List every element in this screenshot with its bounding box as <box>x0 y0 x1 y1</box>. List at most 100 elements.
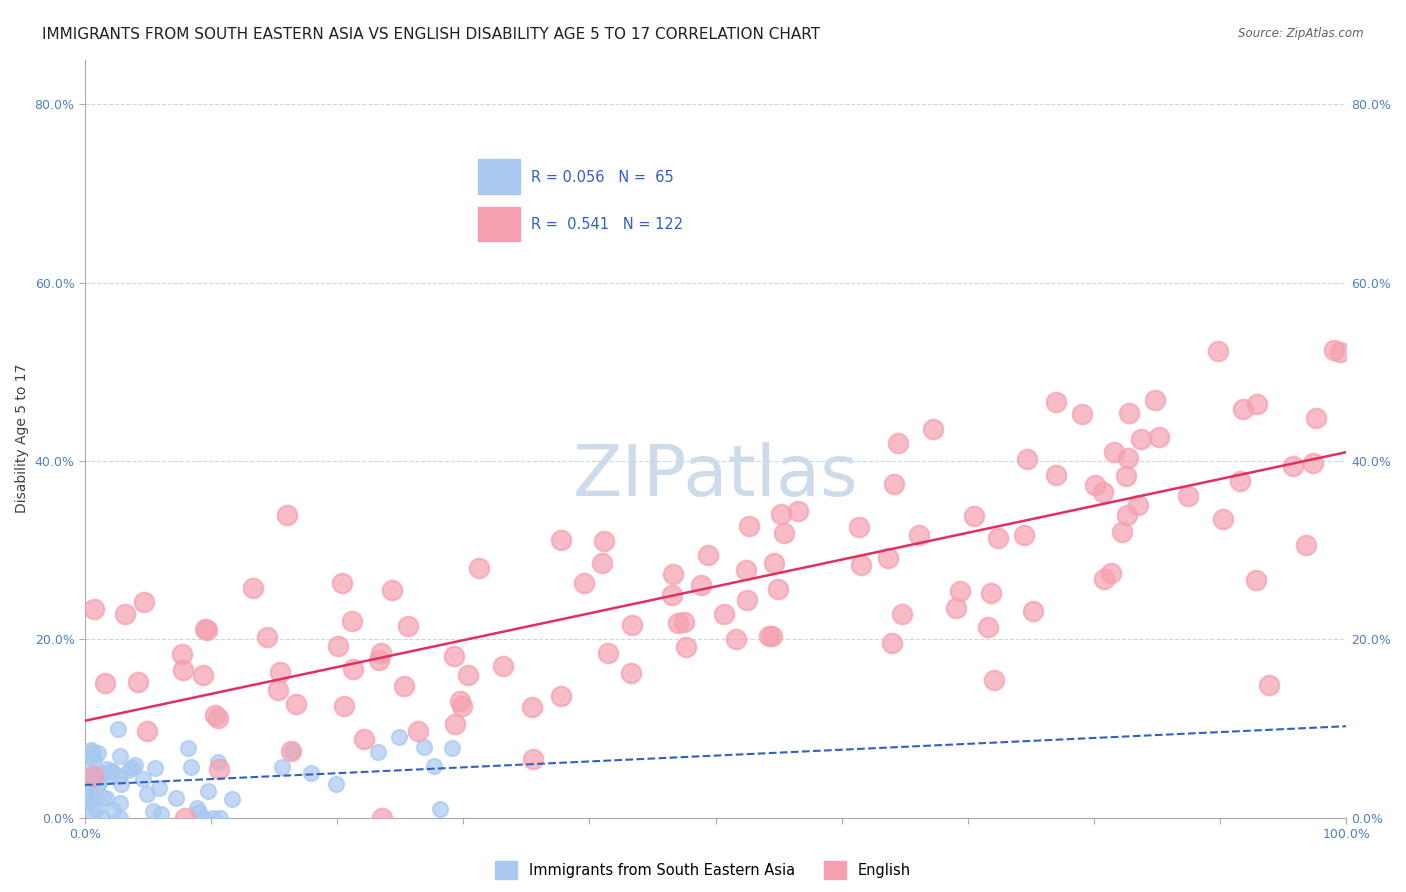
Point <box>75 784 97 798</box>
Point <box>242 581 264 595</box>
Point <box>449 694 471 708</box>
Point <box>987 532 1010 546</box>
Point <box>887 435 910 450</box>
Point <box>173 811 195 825</box>
Point <box>87 747 110 761</box>
Point <box>429 802 451 816</box>
Point <box>76 795 98 809</box>
Point <box>713 607 735 622</box>
Point <box>907 528 929 542</box>
Point <box>1246 573 1268 587</box>
Point <box>392 680 415 694</box>
Point <box>208 811 231 825</box>
Point <box>101 803 124 817</box>
Point <box>281 744 304 758</box>
Point <box>180 760 202 774</box>
Point <box>76 763 98 777</box>
Point <box>124 757 146 772</box>
Point <box>367 746 389 760</box>
Point <box>267 683 290 698</box>
Point <box>195 624 218 638</box>
Point <box>132 772 155 787</box>
Point <box>285 697 308 711</box>
Point <box>370 646 392 660</box>
Point <box>108 748 131 763</box>
Point <box>963 508 986 523</box>
Point <box>269 665 291 679</box>
Point <box>1099 566 1122 581</box>
Point <box>766 582 789 597</box>
Point <box>891 607 914 622</box>
Point <box>82 745 104 759</box>
Point <box>75 779 97 793</box>
Point <box>1143 392 1166 407</box>
Point <box>79 790 101 805</box>
Point <box>353 731 375 746</box>
Point <box>457 668 479 682</box>
Point <box>208 762 231 776</box>
Point <box>91 766 114 780</box>
Point <box>725 632 748 647</box>
Point <box>666 615 689 630</box>
Point <box>80 750 103 764</box>
Point <box>114 607 136 621</box>
Point <box>662 566 685 581</box>
Point <box>440 741 463 756</box>
Point <box>108 769 131 783</box>
Point <box>949 583 972 598</box>
Point <box>150 807 173 822</box>
Point <box>591 556 613 570</box>
Point <box>1111 525 1133 540</box>
Point <box>773 526 796 541</box>
Point <box>84 802 107 816</box>
Point <box>127 675 149 690</box>
Point <box>1147 430 1170 444</box>
Point <box>1012 528 1035 542</box>
Point <box>1246 397 1268 411</box>
Point <box>325 777 347 791</box>
Point <box>117 763 139 777</box>
Point <box>186 801 208 815</box>
Point <box>423 758 446 772</box>
Point <box>661 588 683 602</box>
Point <box>980 585 1002 599</box>
Text: ZIPatlas: ZIPatlas <box>572 442 859 511</box>
Point <box>79 771 101 785</box>
Point <box>1130 433 1153 447</box>
Point <box>256 630 278 644</box>
Point <box>621 618 644 632</box>
Point <box>1208 343 1230 358</box>
Point <box>1104 444 1126 458</box>
Point <box>522 751 544 765</box>
Point <box>82 805 104 819</box>
Point <box>1115 468 1137 483</box>
Point <box>110 796 132 810</box>
Point <box>738 519 761 533</box>
Point <box>1116 508 1139 522</box>
Point <box>468 561 491 575</box>
Point <box>770 507 793 521</box>
Point <box>1045 468 1067 483</box>
Point <box>83 602 105 616</box>
Point <box>201 811 224 825</box>
Point <box>849 558 872 572</box>
Point <box>406 724 429 739</box>
Point <box>207 711 229 725</box>
Point <box>672 615 695 630</box>
Point <box>1329 344 1351 359</box>
Point <box>762 556 785 570</box>
Point <box>96 790 118 805</box>
Point <box>80 742 103 756</box>
Point <box>572 576 595 591</box>
Point <box>330 575 353 590</box>
Point <box>787 504 810 518</box>
Point <box>1021 604 1043 618</box>
Point <box>110 777 132 791</box>
Point <box>77 793 100 807</box>
Point <box>1295 538 1317 552</box>
Point <box>1091 484 1114 499</box>
Point <box>82 769 104 783</box>
Point <box>689 578 711 592</box>
Point <box>80 772 103 787</box>
Point <box>848 520 870 534</box>
